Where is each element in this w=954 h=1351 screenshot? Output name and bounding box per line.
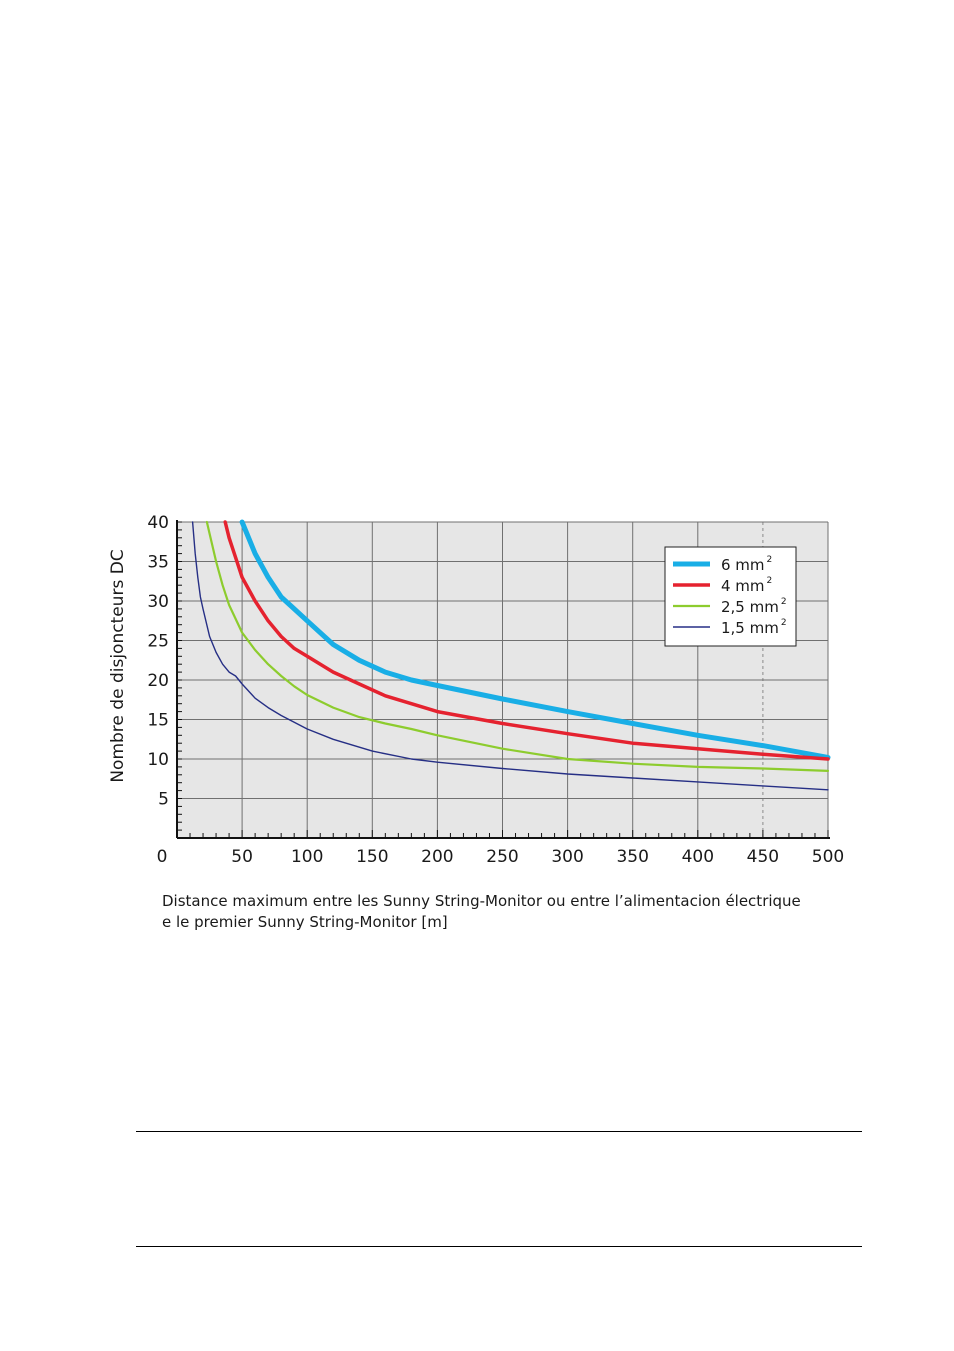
x-tick-label: 450: [747, 847, 779, 867]
x-tick-label: 400: [682, 847, 714, 867]
x-tick-label: 0: [157, 847, 168, 867]
y-tick-label: 30: [147, 592, 169, 612]
legend-label: 4 mm: [721, 577, 765, 595]
y-tick-label: 25: [147, 632, 169, 652]
y-tick-label: 10: [147, 750, 169, 770]
x-axis-label-line-2: e le premier Sunny String-Monitor [m]: [162, 913, 448, 931]
x-axis-label-line-1: Distance maximum entre les Sunny String-…: [162, 892, 801, 910]
y-tick-label: 15: [147, 711, 169, 731]
x-tick-label: 150: [356, 847, 388, 867]
y-tick-label: 35: [147, 553, 169, 573]
legend-superscript: 2: [781, 597, 787, 607]
y-tick-label: 5: [158, 790, 169, 810]
footer-rule-bottom: [136, 1246, 862, 1247]
y-tick-labels: 5 10 15 20 25 30 35 40: [147, 513, 169, 810]
y-tick-label: 40: [147, 513, 169, 533]
series-line: [191, 521, 829, 791]
legend-label: 1,5 mm: [721, 619, 779, 637]
x-tick-label: 100: [291, 847, 323, 867]
legend-superscript: 2: [767, 555, 773, 565]
x-tick-label: 200: [421, 847, 453, 867]
x-axis-label: Distance maximum entre les Sunny String-…: [162, 891, 842, 933]
x-tick-label: 50: [231, 847, 253, 867]
legend-superscript: 2: [781, 618, 787, 628]
legend: 6 mm 24 mm 22,5 mm 21,5 mm 2: [664, 546, 797, 647]
series-line: [223, 520, 830, 761]
y-tick-label: 20: [147, 671, 169, 691]
series-lines: [191, 519, 831, 791]
axes: [176, 520, 830, 839]
x-tick-label: 500: [812, 847, 844, 867]
series-line: [239, 519, 831, 760]
y-axis-label: Nombre de disjoncteurs DC: [108, 549, 128, 782]
x-tick-labels: 0 50 100 150 200 250 300 350 400 450 500: [157, 847, 845, 867]
x-tick-label: 300: [551, 847, 583, 867]
legend-superscript: 2: [767, 576, 773, 586]
series-line: [205, 520, 830, 773]
x-tick-label: 350: [616, 847, 648, 867]
x-tick-label: 250: [486, 847, 518, 867]
minor-ticks: [177, 521, 829, 838]
footer-rule-top: [136, 1131, 862, 1132]
legend-label: 2,5 mm: [721, 598, 779, 616]
legend-label: 6 mm: [721, 556, 765, 574]
